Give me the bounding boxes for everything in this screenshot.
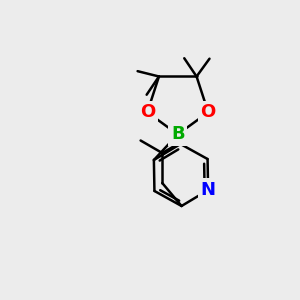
Text: N: N bbox=[201, 181, 216, 199]
Text: O: O bbox=[201, 103, 216, 121]
Text: B: B bbox=[171, 125, 184, 143]
Text: O: O bbox=[140, 103, 155, 121]
